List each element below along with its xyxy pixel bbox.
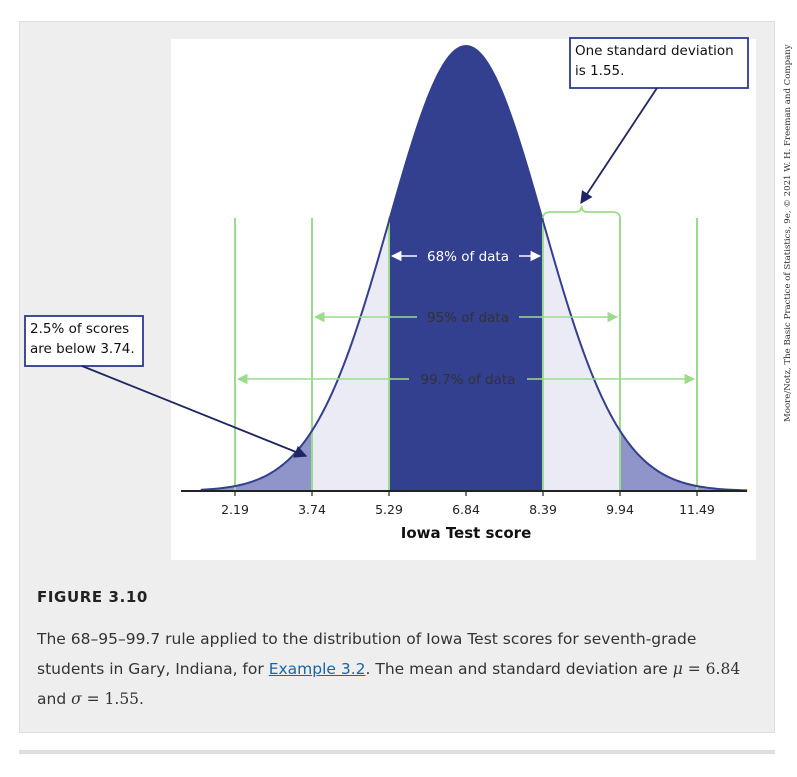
normal-curve-chart: 2.19 3.74 5.29 6.84 8.39 9.94 11.49 Iowa Test s…	[24, 37, 756, 560]
x-tick-label-6: 11.49	[679, 502, 715, 517]
mu-value: = 6.84	[682, 660, 741, 678]
normal-curve-outline	[200, 44, 748, 492]
tail-callout-box	[24, 315, 144, 367]
x-tick-label-2: 5.29	[375, 502, 403, 517]
tail-area-left	[200, 430, 312, 491]
figure-caption: The 68–95–99.7 rule applied to the distr…	[37, 624, 757, 714]
example-link[interactable]: Example 3.2	[268, 660, 366, 678]
caption-text-1: The 68–95–99.7 rule applied to the distr…	[37, 630, 697, 678]
band-label-0: 68% of data	[427, 249, 509, 265]
mu-symbol: μ	[672, 660, 683, 678]
caption-area: FIGURE 3.10 The 68–95–99.7 rule applied …	[37, 588, 757, 714]
bottom-divider	[19, 750, 775, 754]
sd-callout-line-0: One standard deviation	[575, 43, 734, 59]
sd-brace	[542, 205, 621, 219]
image-credit: Moore/Notz, The Basic Practice of Statis…	[783, 44, 793, 422]
tail-callout-line-0: 2.5% of scores	[30, 321, 129, 337]
tail-callout-line-1: are below 3.74.	[30, 341, 135, 357]
x-tick-label-1: 3.74	[298, 502, 326, 517]
caption-text-and: and	[37, 690, 72, 708]
sd-callout-line-1: is 1.55.	[575, 63, 624, 79]
tail-area-right	[620, 430, 748, 491]
band-label-1: 95% of data	[427, 310, 509, 326]
figure-label: FIGURE 3.10	[37, 588, 148, 606]
x-axis-label: Iowa Test score	[401, 524, 532, 542]
caption-text-end: .	[139, 690, 144, 708]
middle-68-area	[389, 46, 543, 491]
credit-text: Moore/Notz, The Basic Practice of Statis…	[783, 44, 793, 422]
caption-text-2: . The mean and standard deviation are	[365, 660, 673, 678]
sigma-symbol: σ	[71, 690, 82, 708]
figure-image: 2.19 3.74 5.29 6.84 8.39 9.94 11.49 Iowa Test s…	[20, 22, 776, 567]
band-label-2: 99.7% of data	[421, 372, 516, 388]
tail-callout-arrow	[81, 365, 308, 458]
figure-card: 2.19 3.74 5.29 6.84 8.39 9.94 11.49 Iowa Test s…	[19, 21, 793, 733]
x-tick-label-5: 9.94	[606, 502, 634, 517]
sd-callout-arrow	[580, 87, 658, 205]
sd-callout-box	[569, 37, 749, 89]
x-tick-label-4: 8.39	[529, 502, 557, 517]
sigma-value: = 1.55	[81, 690, 140, 708]
x-tick-label-0: 2.19	[221, 502, 249, 517]
x-tick-label-3: 6.84	[452, 502, 480, 517]
